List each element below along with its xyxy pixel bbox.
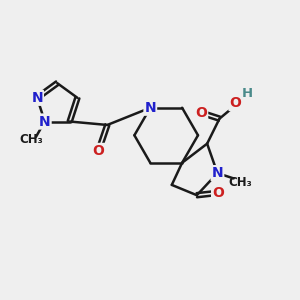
Text: N: N (145, 101, 156, 115)
Text: O: O (212, 186, 224, 200)
Text: O: O (230, 96, 241, 110)
Text: CH₃: CH₃ (19, 133, 43, 146)
Text: N: N (212, 166, 223, 180)
Text: H: H (242, 87, 253, 100)
Text: N: N (31, 91, 43, 105)
Text: O: O (92, 144, 104, 158)
Text: N: N (39, 115, 51, 128)
Text: CH₃: CH₃ (229, 176, 252, 189)
Text: O: O (195, 106, 207, 120)
